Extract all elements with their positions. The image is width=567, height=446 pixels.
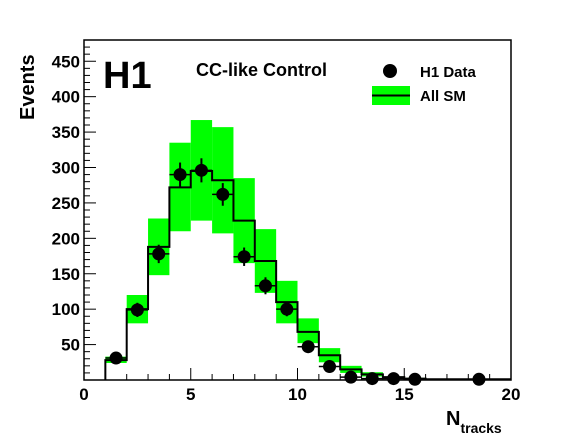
sm-band-bin bbox=[297, 318, 319, 344]
x-tick-label: 15 bbox=[395, 385, 414, 404]
h1-logo: H1 bbox=[103, 55, 152, 97]
data-point bbox=[280, 302, 294, 316]
x-tick-label: 5 bbox=[186, 385, 195, 404]
y-tick-label: 200 bbox=[52, 229, 80, 248]
y-tick-label: 250 bbox=[52, 194, 80, 213]
y-tick-label: 350 bbox=[52, 123, 80, 142]
legend-data-label: H1 Data bbox=[420, 64, 477, 81]
data-point bbox=[258, 279, 272, 293]
y-tick-label: 150 bbox=[52, 265, 80, 284]
legend: H1 Data All SM bbox=[372, 64, 477, 105]
data-point bbox=[152, 247, 166, 261]
x-tick-label: 20 bbox=[502, 385, 521, 404]
y-tick-label: 100 bbox=[52, 300, 80, 319]
data-point bbox=[301, 340, 315, 354]
x-tick-label: 10 bbox=[288, 385, 307, 404]
chart-title: CC-like Control bbox=[196, 60, 327, 80]
data-point bbox=[173, 168, 187, 182]
axes: 0 5 10 15 20 50 100 150 200 250 300 350 400 450 bbox=[52, 39, 521, 404]
data-point bbox=[130, 303, 144, 317]
data-point bbox=[387, 372, 401, 386]
legend-sm-label: All SM bbox=[420, 88, 466, 105]
data-point bbox=[365, 372, 379, 386]
y-tick-label: 400 bbox=[52, 88, 80, 107]
x-axis-label-main: N bbox=[446, 408, 460, 430]
y-tick-label: 450 bbox=[52, 52, 80, 71]
data-point bbox=[216, 187, 230, 201]
data-point bbox=[109, 351, 123, 365]
data-point bbox=[323, 360, 337, 374]
x-axis-label: Ntracks bbox=[446, 408, 502, 436]
y-tick-label: 300 bbox=[52, 159, 80, 178]
x-axis-label-sub: tracks bbox=[460, 420, 501, 436]
data-point bbox=[194, 163, 208, 177]
y-axis-label: Events bbox=[17, 54, 39, 120]
y-tick-label: 50 bbox=[61, 336, 80, 355]
x-tick-label: 0 bbox=[79, 385, 88, 404]
data-point bbox=[237, 250, 251, 264]
legend-data-marker bbox=[383, 64, 397, 78]
data-point bbox=[344, 370, 358, 384]
plot-area bbox=[104, 120, 511, 386]
